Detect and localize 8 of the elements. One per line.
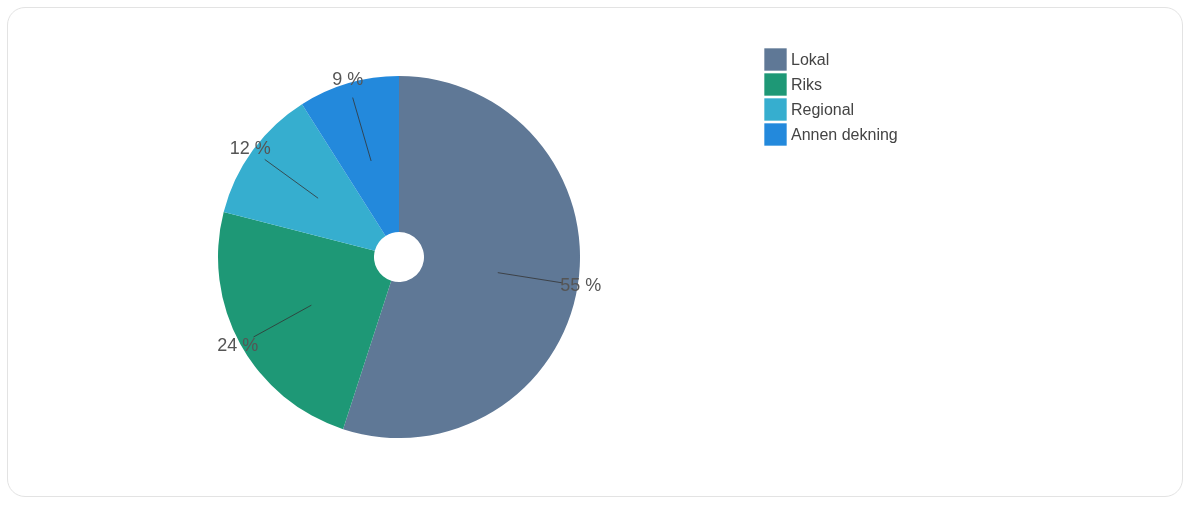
- data-label: 12 %: [229, 137, 271, 158]
- donut-slice: [223, 104, 386, 251]
- donut-slice: [218, 211, 392, 430]
- data-label: 24 %: [217, 334, 259, 355]
- legend-label: Lokal: [791, 50, 830, 68]
- legend-label: Riks: [791, 75, 823, 93]
- legend-label: Annen dekning: [791, 125, 898, 143]
- legend-label: Regional: [791, 100, 855, 118]
